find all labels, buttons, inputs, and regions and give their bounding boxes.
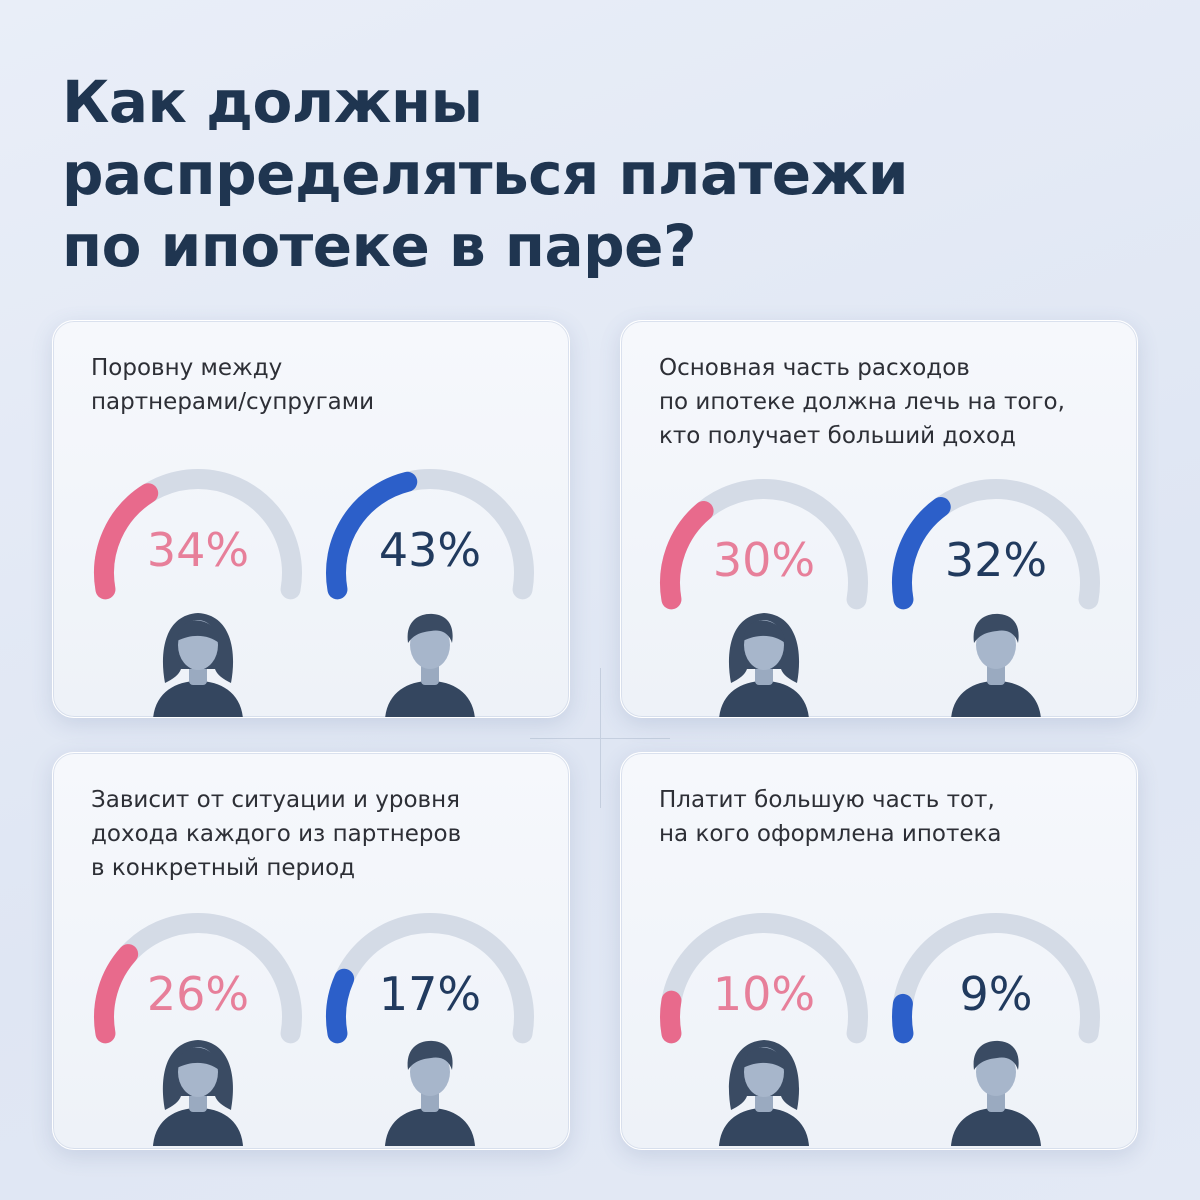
gauge-value-arc-female — [660, 500, 714, 610]
male-avatar-icon — [941, 601, 1051, 717]
gauge-svg — [660, 479, 868, 610]
percent-label-female: 30% — [712, 533, 816, 587]
gauge-value-arc-male — [326, 471, 418, 600]
card-label-line: дохода каждого из партнеров — [91, 821, 462, 847]
female-avatar-icon — [143, 1028, 253, 1146]
gauge-male: 43% — [315, 461, 545, 611]
card-label-line: партнерами/супругами — [91, 389, 375, 415]
male-silhouette — [951, 1040, 1041, 1146]
gauge-value-arc-female — [94, 944, 139, 1044]
gauge-svg — [326, 469, 534, 600]
female-silhouette — [153, 1040, 243, 1146]
female-silhouette — [719, 613, 809, 717]
gauge-svg — [892, 479, 1100, 610]
percent-label-male: 43% — [378, 523, 482, 577]
card-label-line: по ипотеке должна лечь на того, — [659, 389, 1065, 415]
gauge-value-arc-female — [94, 483, 159, 600]
card-label: Платит большую часть тот, на кого оформл… — [659, 783, 1109, 851]
survey-card-depends: Зависит от ситуации и уровня дохода кажд… — [52, 752, 570, 1150]
gauge-svg — [660, 913, 868, 1044]
card-label: Основная часть расходов по ипотеке должн… — [659, 351, 1109, 453]
gauge-male: 17% — [315, 905, 545, 1055]
card-label: Зависит от ситуации и уровня дохода кажд… — [91, 783, 541, 885]
card-label-line: Основная часть расходов — [659, 355, 970, 381]
survey-card-equal: Поровну между партнерами/супругами 34% 4… — [52, 320, 570, 718]
gauge-female: 30% — [649, 471, 879, 621]
gauge-value-arc-male — [326, 968, 355, 1044]
survey-card-higher-income: Основная часть расходов по ипотеке должн… — [620, 320, 1138, 718]
card-label: Поровну между партнерами/супругами — [91, 351, 541, 419]
percent-label-male: 32% — [944, 533, 1048, 587]
gauge-value-arc-male — [892, 496, 951, 610]
gauge-value-arc-male — [892, 993, 914, 1044]
male-silhouette — [951, 613, 1041, 717]
title-line-3: по ипотеке в паре? — [62, 212, 697, 280]
survey-card-mortgage-holder: Платит большую часть тот, на кого оформл… — [620, 752, 1138, 1150]
page-title: Как должны распределяться платежи по ипо… — [62, 66, 1062, 282]
female-avatar-icon — [143, 601, 253, 717]
card-label-line: Поровну между — [91, 355, 283, 381]
male-avatar-icon — [375, 601, 485, 717]
gauge-track — [660, 913, 868, 1044]
male-avatar-icon — [375, 1028, 485, 1146]
gauge-value-arc-female — [660, 990, 682, 1044]
gauge-female: 34% — [83, 461, 313, 611]
percent-label-female: 10% — [712, 967, 816, 1021]
gauge-svg — [892, 913, 1100, 1044]
female-avatar-icon — [709, 1028, 819, 1146]
male-silhouette — [385, 1040, 475, 1146]
title-line-1: Как должны — [62, 68, 483, 136]
title-line-2: распределяться платежи — [62, 140, 908, 208]
female-avatar-icon — [709, 601, 819, 717]
divider-vertical — [600, 668, 601, 808]
card-label-line: на кого оформлена ипотека — [659, 821, 1002, 847]
gauge-female: 26% — [83, 905, 313, 1055]
gauge-male: 9% — [881, 905, 1111, 1055]
card-label-line: в конкретный период — [91, 855, 356, 881]
card-label-line: Платит большую часть тот, — [659, 787, 995, 813]
percent-label-male: 17% — [378, 967, 482, 1021]
card-label-line: Зависит от ситуации и уровня — [91, 787, 460, 813]
male-silhouette — [385, 613, 475, 717]
gauge-male: 32% — [881, 471, 1111, 621]
gauge-svg — [94, 913, 302, 1044]
percent-label-male: 9% — [959, 967, 1033, 1021]
female-silhouette — [153, 613, 243, 717]
gauge-female: 10% — [649, 905, 879, 1055]
card-label-line: кто получает больший доход — [659, 423, 1016, 449]
percent-label-female: 34% — [146, 523, 250, 577]
male-avatar-icon — [941, 1028, 1051, 1146]
gauge-svg — [326, 913, 534, 1044]
percent-label-female: 26% — [146, 967, 250, 1021]
female-silhouette — [719, 1040, 809, 1146]
gauge-track — [892, 913, 1100, 1044]
gauge-svg — [94, 469, 302, 600]
